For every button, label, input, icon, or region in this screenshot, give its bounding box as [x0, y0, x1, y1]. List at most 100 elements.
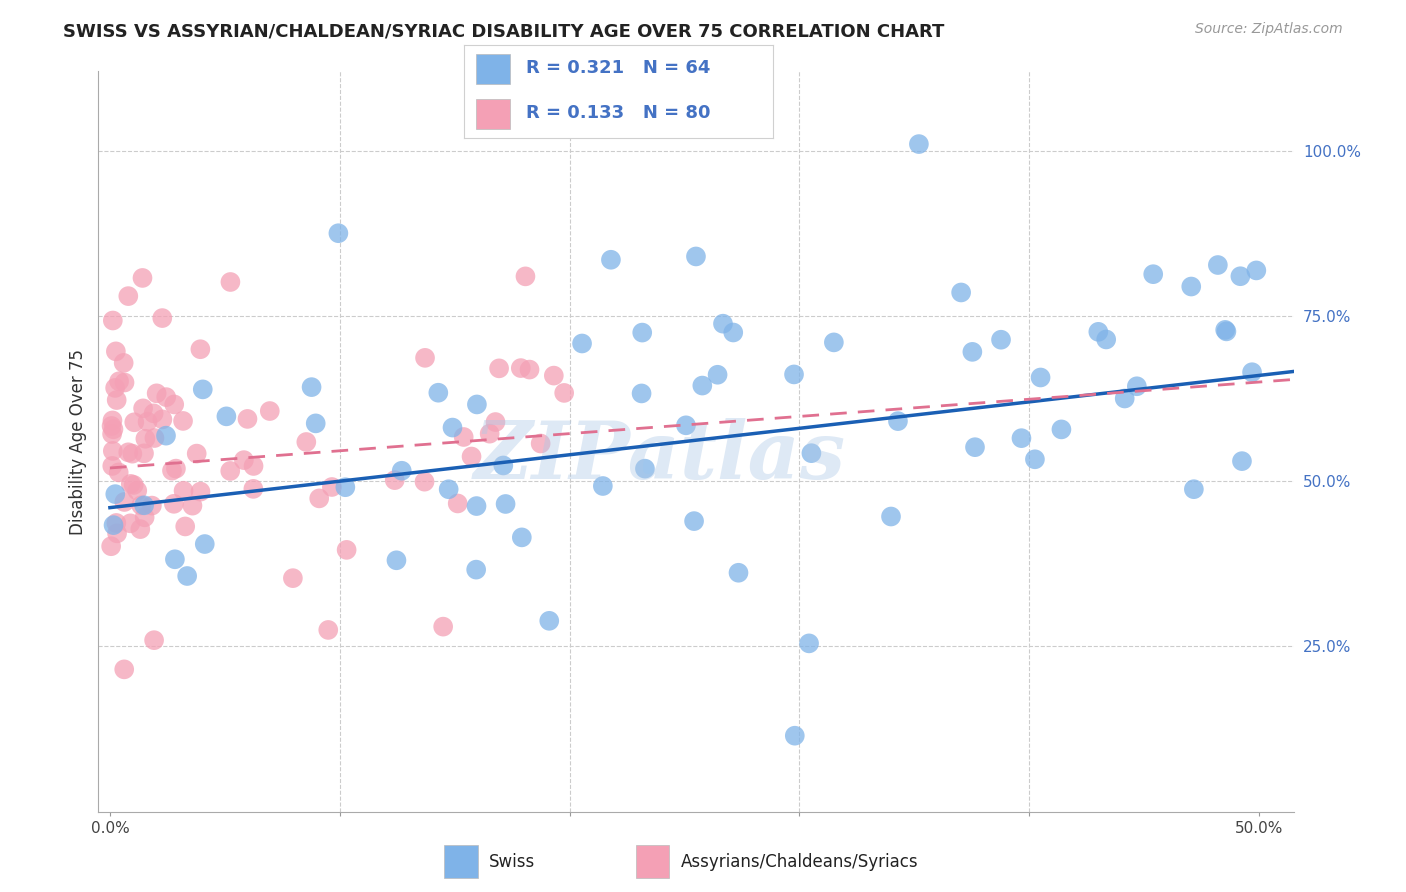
Point — [509, 361, 531, 376]
Point — [236, 412, 259, 426]
Point — [950, 285, 973, 300]
Point — [692, 378, 714, 392]
Point — [242, 458, 264, 473]
Point — [783, 729, 806, 743]
Point — [391, 464, 413, 478]
Point — [112, 662, 135, 676]
Text: Source: ZipAtlas.com: Source: ZipAtlas.com — [1195, 22, 1343, 37]
Point — [1087, 325, 1109, 339]
Point — [427, 385, 450, 400]
Point — [571, 336, 593, 351]
Point — [413, 351, 436, 365]
Point — [1126, 379, 1149, 393]
Point — [316, 623, 339, 637]
Point — [132, 498, 155, 512]
Point — [145, 386, 167, 401]
Point — [174, 519, 197, 533]
Point — [465, 499, 488, 513]
Point — [155, 390, 177, 404]
Point — [191, 383, 214, 397]
Point — [1024, 452, 1046, 467]
Point — [437, 482, 460, 496]
Point — [880, 509, 903, 524]
Point — [107, 466, 129, 480]
Point — [155, 428, 177, 442]
Point — [131, 271, 153, 285]
Point — [308, 491, 330, 506]
Point — [1215, 325, 1237, 339]
FancyBboxPatch shape — [477, 54, 510, 84]
Point — [134, 432, 156, 446]
Point — [1229, 269, 1251, 284]
Point — [478, 426, 501, 441]
Point — [447, 496, 470, 510]
Point — [101, 313, 124, 327]
Point — [105, 516, 128, 530]
Point — [117, 289, 139, 303]
Point — [103, 422, 125, 436]
Point — [101, 413, 124, 427]
Text: Assyrians/Chaldeans/Syriacs: Assyrians/Chaldeans/Syriacs — [681, 853, 918, 871]
Point — [104, 344, 127, 359]
Point — [328, 226, 350, 240]
Point — [488, 361, 510, 376]
Point — [301, 380, 323, 394]
Point — [336, 542, 359, 557]
Point — [711, 317, 734, 331]
Point — [510, 530, 533, 544]
Point — [683, 514, 706, 528]
Point — [519, 362, 541, 376]
Point — [142, 406, 165, 420]
Point — [190, 343, 212, 357]
Point — [1180, 279, 1202, 293]
Point — [172, 414, 194, 428]
Point — [1050, 422, 1073, 436]
Point — [132, 401, 155, 416]
Point — [150, 311, 173, 326]
Point — [173, 483, 195, 498]
Point — [100, 539, 122, 553]
Point — [215, 409, 238, 424]
Point — [232, 453, 254, 467]
Point — [321, 480, 343, 494]
Point — [460, 450, 482, 464]
Point — [101, 427, 124, 442]
Point — [112, 495, 135, 509]
Point — [592, 479, 614, 493]
Point — [104, 381, 127, 395]
Point — [101, 458, 124, 473]
Point — [600, 252, 623, 267]
Point — [484, 415, 506, 429]
Point — [120, 476, 142, 491]
Point — [112, 356, 135, 370]
Point — [165, 461, 187, 475]
Point — [543, 368, 565, 383]
Point — [143, 431, 166, 445]
FancyBboxPatch shape — [636, 846, 669, 878]
Point — [675, 418, 697, 433]
Point — [432, 619, 454, 633]
Point — [305, 417, 328, 431]
Text: R = 0.321   N = 64: R = 0.321 N = 64 — [526, 60, 710, 78]
Point — [1246, 263, 1268, 277]
Point — [1182, 482, 1205, 496]
Point — [1230, 454, 1253, 468]
Point — [150, 412, 173, 426]
Point — [143, 633, 166, 648]
Point — [1142, 267, 1164, 281]
Point — [117, 445, 139, 459]
Point — [887, 414, 910, 428]
Point — [908, 137, 931, 152]
Point — [1095, 333, 1118, 347]
Point — [962, 344, 984, 359]
Point — [465, 563, 488, 577]
Point — [219, 464, 242, 478]
Point — [141, 499, 163, 513]
Point — [160, 464, 183, 478]
Point — [105, 392, 128, 407]
Point — [259, 404, 281, 418]
FancyBboxPatch shape — [444, 846, 478, 878]
Point — [134, 510, 156, 524]
Point — [103, 518, 125, 533]
Point — [630, 386, 652, 401]
